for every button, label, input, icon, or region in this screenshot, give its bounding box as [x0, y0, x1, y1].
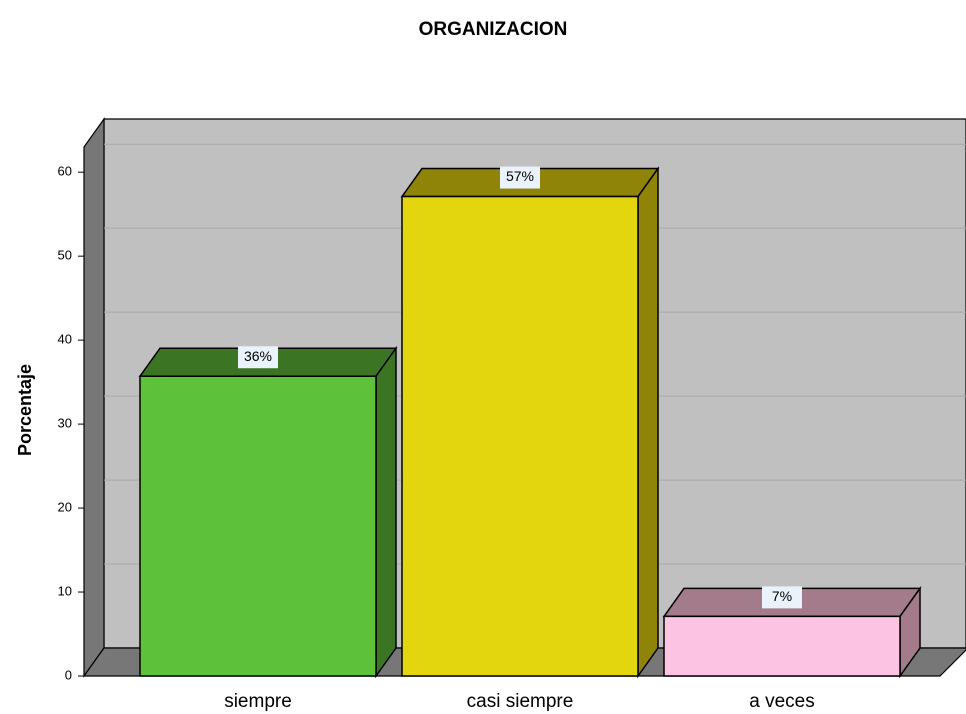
bar	[663, 615, 901, 677]
value-label-box	[762, 586, 802, 609]
bar-side	[637, 166, 659, 679]
y-tick-label: 0	[65, 667, 72, 682]
value-label-box	[238, 346, 278, 369]
y-tick-label: 60	[58, 164, 72, 179]
y-tick-label: 40	[58, 332, 72, 347]
y-tick-label: 20	[58, 500, 72, 515]
value-label-box	[500, 166, 540, 189]
left-wall	[83, 117, 105, 678]
y-tick-label: 30	[58, 416, 72, 431]
y-axis-label: Porcentaje	[15, 364, 35, 456]
bar-side	[375, 345, 397, 679]
y-tick-label: 10	[58, 583, 72, 598]
bar	[401, 195, 639, 677]
x-tick-label: a veces	[749, 691, 814, 712]
y-tick-label: 50	[58, 248, 72, 263]
value-label: 57%	[506, 168, 534, 184]
value-label: 7%	[772, 588, 792, 604]
x-tick-label: casi siempre	[467, 691, 574, 712]
bar	[139, 375, 377, 677]
x-tick-label: siempre	[224, 691, 292, 712]
chart-title: ORGANIZACION	[419, 19, 568, 40]
value-label: 36%	[244, 348, 272, 364]
